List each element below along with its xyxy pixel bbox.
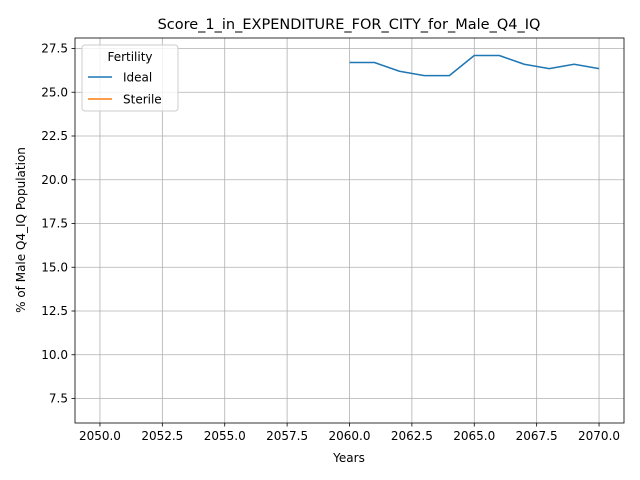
y-tick-label: 15.0: [41, 260, 68, 274]
series-line-ideal: [349, 54, 600, 77]
x-axis-label: Years: [332, 451, 365, 465]
legend-entries: Ideal Sterile: [88, 71, 162, 107]
x-tick-label: 2057.5: [266, 429, 308, 443]
legend-label-ideal: Ideal: [123, 71, 152, 85]
y-tick-label: 22.5: [41, 129, 68, 143]
x-tick-label: 2050.0: [79, 429, 121, 443]
legend-title: Fertility: [107, 50, 152, 64]
x-tick-label: 2067.5: [516, 429, 558, 443]
x-tick-label: 2065.0: [453, 429, 495, 443]
y-tick-label: 10.0: [41, 348, 68, 362]
y-tick-label: 27.5: [41, 42, 68, 56]
chart-title: Score_1_in_EXPENDITURE_FOR_CITY_for_Male…: [158, 17, 541, 33]
grid-layer: [75, 38, 624, 423]
x-tick-label: 2055.0: [204, 429, 246, 443]
x-tick-label: 2060.0: [329, 429, 371, 443]
tick-layer: 2050.0 2052.5 2055.0 2057.5 2060.0 2062.5 2065…: [41, 42, 620, 444]
y-tick-label: 12.5: [41, 304, 68, 318]
series-layer: [349, 54, 600, 77]
y-tick-label: 20.0: [41, 173, 68, 187]
x-tick-label: 2062.5: [391, 429, 433, 443]
y-tick-label: 17.5: [41, 217, 68, 231]
y-axis-label: % of Male Q4_IQ Population: [14, 147, 28, 313]
y-tick-label: 25.0: [41, 85, 68, 99]
y-tick-label: 7.5: [49, 392, 68, 406]
legend-label-sterile: Sterile: [123, 93, 162, 107]
x-tick-label: 2070.0: [578, 429, 620, 443]
x-tick-label: 2052.5: [141, 429, 183, 443]
legend-box: [81, 44, 179, 112]
legend: Fertility Ideal Sterile: [81, 44, 179, 112]
